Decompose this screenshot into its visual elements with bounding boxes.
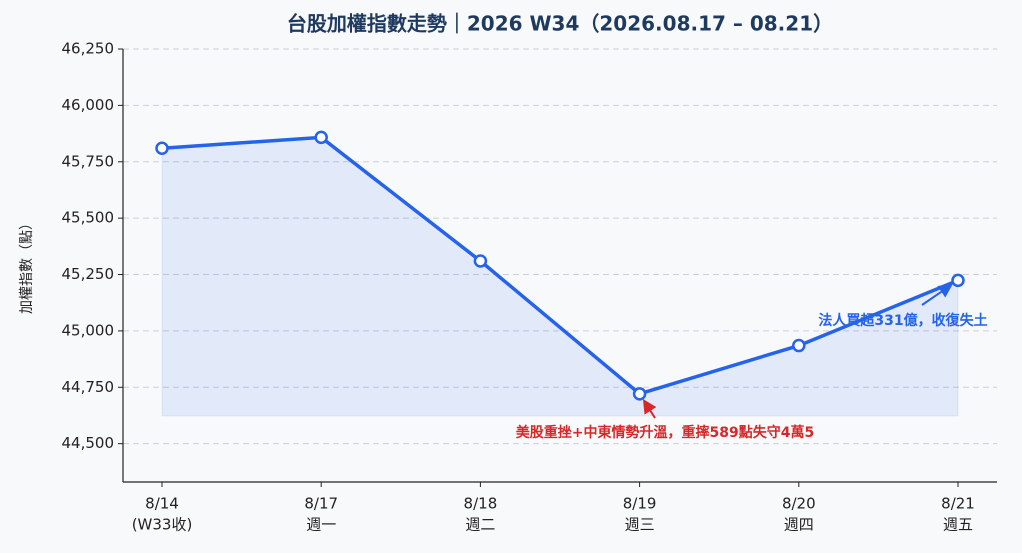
y-tick-label: 46,250 [62,40,115,58]
y-axis-label: 加權指數（點） [19,216,35,314]
x-tick-label: 8/21 [941,495,975,513]
y-tick-label: 45,250 [62,265,115,283]
x-tick-label: 8/18 [464,495,498,513]
x-tick-sublabel: 週五 [943,516,973,534]
point [314,130,328,145]
annotation: 法人買超331億，收復失土 [818,312,987,329]
y-tick-label: 45,500 [62,209,115,227]
x-tick-sublabel: 週三 [625,516,655,534]
y-tick-label: 44,750 [62,378,115,396]
point [792,338,806,353]
line [161,135,959,396]
x-tick-sublabel: 週一 [306,516,336,534]
area [161,136,959,417]
annotation-arrow [642,399,657,419]
chart-title: 台股加權指數走勢｜2026 W34（2026.08.17 – 08.21） [287,12,833,36]
y-tick-label: 45,000 [62,321,115,339]
x-tick-label: 8/17 [304,495,338,513]
x-tick-label: 8/14 [145,495,179,513]
x-tick-label: 8/19 [623,495,657,513]
x-tick-sublabel: (W33收) [132,516,193,534]
x-tick-sublabel: 週四 [784,516,814,534]
x-tick-sublabel: 週二 [465,516,495,534]
y-tick-label: 44,500 [62,434,115,452]
annotation: 美股重挫+中東情勢升溫，重摔589點失守4萬5 [516,424,814,441]
point [473,254,488,268]
point [155,141,169,155]
point [632,387,647,401]
y-tick-label: 45,750 [62,152,115,170]
y-tick-label: 46,000 [62,96,115,114]
x-tick-label: 8/20 [782,495,816,513]
point [951,273,965,288]
annotation-arrow [921,283,953,306]
